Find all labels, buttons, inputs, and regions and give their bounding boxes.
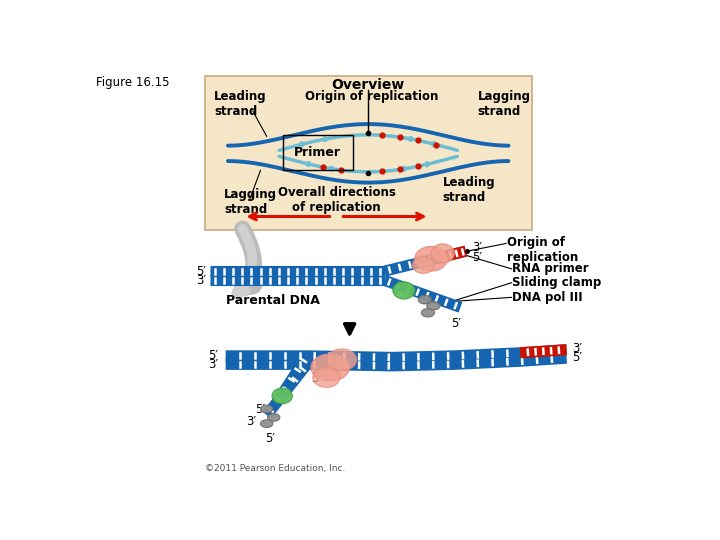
Ellipse shape — [413, 256, 434, 273]
Ellipse shape — [312, 367, 340, 387]
Ellipse shape — [393, 282, 415, 299]
Text: 5′: 5′ — [266, 432, 276, 445]
Ellipse shape — [272, 388, 292, 403]
Text: 3′: 3′ — [311, 372, 321, 384]
Text: 5′: 5′ — [255, 403, 265, 416]
Text: 3′: 3′ — [246, 415, 256, 428]
Text: 3′: 3′ — [572, 342, 582, 355]
Text: Origin of replication: Origin of replication — [305, 90, 438, 103]
Text: DNA pol III: DNA pol III — [513, 291, 583, 304]
Ellipse shape — [427, 301, 440, 310]
FancyArrowPatch shape — [243, 229, 254, 288]
FancyArrowPatch shape — [236, 229, 253, 293]
Text: Overall directions
of replication: Overall directions of replication — [277, 186, 395, 214]
Ellipse shape — [261, 420, 273, 428]
Text: Leading
strand: Leading strand — [443, 177, 495, 205]
Text: 5′: 5′ — [451, 316, 462, 329]
Text: RNA primer: RNA primer — [513, 262, 589, 275]
Ellipse shape — [311, 354, 350, 381]
Text: Parental DNA: Parental DNA — [225, 294, 320, 307]
Text: 5′: 5′ — [572, 351, 582, 364]
Ellipse shape — [431, 244, 454, 263]
Ellipse shape — [267, 414, 280, 421]
Ellipse shape — [327, 349, 356, 370]
Text: Origin of
replication: Origin of replication — [507, 236, 578, 264]
Text: 3′: 3′ — [197, 274, 206, 287]
Ellipse shape — [415, 247, 447, 271]
Text: Sliding clamp: Sliding clamp — [513, 276, 602, 289]
Ellipse shape — [418, 295, 431, 304]
Text: 3′: 3′ — [472, 241, 482, 254]
Ellipse shape — [261, 405, 273, 413]
Text: 5′: 5′ — [208, 349, 218, 362]
Text: 3′: 3′ — [391, 281, 401, 295]
Text: Lagging
strand: Lagging strand — [224, 188, 277, 216]
Text: Leading
strand: Leading strand — [214, 90, 266, 118]
Bar — [283, 135, 353, 170]
Text: Primer: Primer — [294, 146, 341, 159]
Text: ©2011 Pearson Education, Inc.: ©2011 Pearson Education, Inc. — [204, 464, 345, 473]
Text: 3′: 3′ — [208, 358, 218, 371]
Bar — [204, 76, 532, 231]
Text: Overview: Overview — [332, 78, 405, 92]
Text: Lagging
strand: Lagging strand — [477, 90, 531, 118]
Text: 5′: 5′ — [472, 251, 482, 264]
Text: 5′: 5′ — [197, 265, 206, 278]
Ellipse shape — [421, 308, 434, 317]
Text: Figure 16.15: Figure 16.15 — [96, 76, 170, 89]
